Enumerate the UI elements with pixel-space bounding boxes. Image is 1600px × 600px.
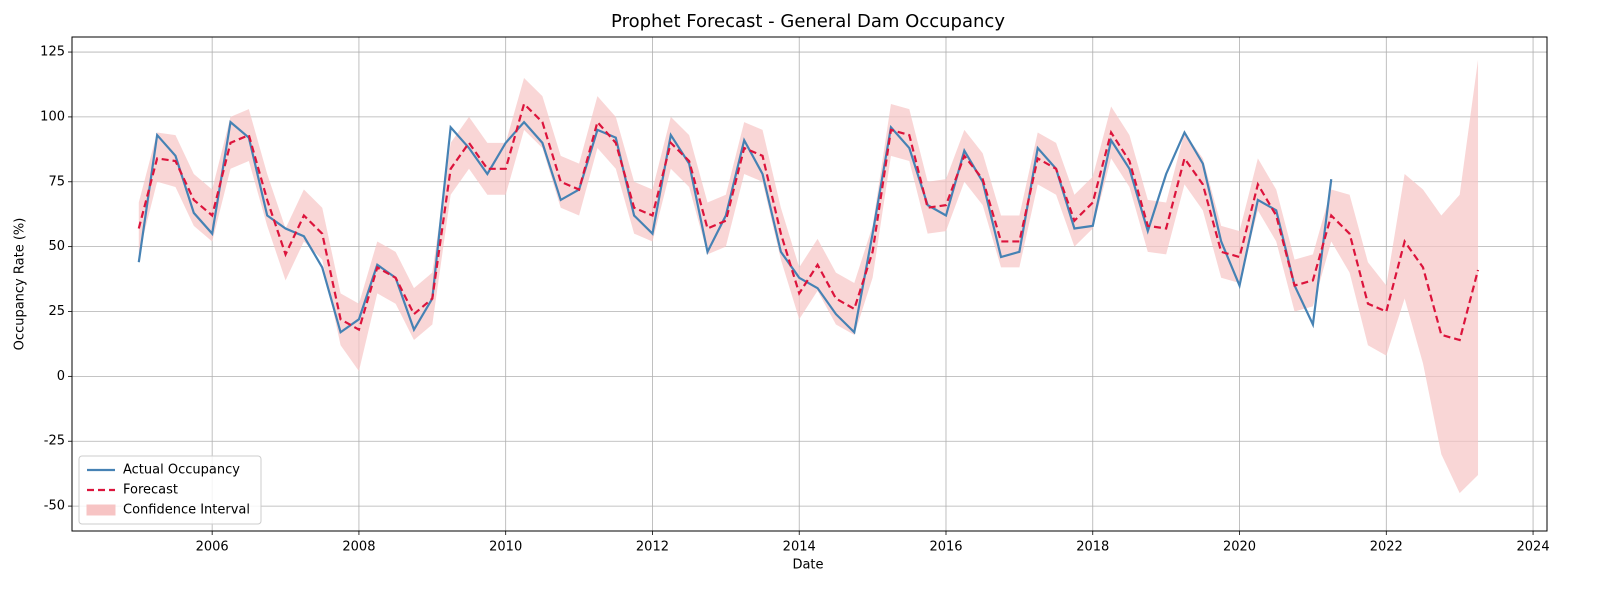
y-tick-label: -50	[44, 499, 65, 514]
legend-swatch	[86, 504, 116, 516]
chart-title: Prophet Forecast - General Dam Occupancy	[611, 11, 1005, 32]
x-tick-label: 2024	[1517, 540, 1550, 555]
x-tick-label: 2018	[1076, 540, 1109, 555]
y-tick-label: 25	[48, 304, 65, 319]
x-tick-label: 2020	[1223, 540, 1256, 555]
x-tick-label: 2010	[489, 540, 522, 555]
x-tick-label: 2006	[196, 540, 229, 555]
legend: Actual Occupancy Forecast Confidence Inter…	[78, 455, 262, 525]
y-tick-label: -25	[44, 434, 65, 449]
series-line	[137, 101, 1480, 342]
x-tick-label: 2008	[342, 540, 375, 555]
y-tick-label: 0	[57, 369, 65, 384]
x-tick-label: 2014	[783, 540, 816, 555]
y-tick-label: 75	[48, 174, 65, 189]
x-tick-label: 2022	[1370, 540, 1403, 555]
legend-label: Forecast	[123, 483, 178, 498]
x-tick-label: 2012	[636, 540, 669, 555]
y-tick-label: 125	[40, 45, 65, 60]
y-tick-label: 100	[40, 109, 65, 124]
x-tick-label: 2016	[929, 540, 962, 555]
legend-box	[78, 455, 262, 525]
y-axis-label: Occupancy Rate (%)	[13, 218, 28, 351]
x-axis-label: Date	[792, 558, 823, 573]
legend-label: Confidence Interval	[123, 503, 250, 518]
y-tick-label: 50	[48, 239, 65, 254]
confidence-band	[138, 59, 1479, 494]
legend-label: Actual Occupancy	[123, 463, 240, 478]
series-line	[137, 120, 1333, 335]
plot-frame	[71, 36, 1548, 532]
